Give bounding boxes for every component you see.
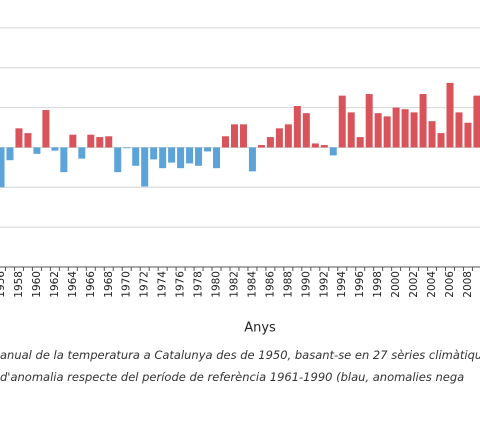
bar [15,128,23,148]
bar [78,147,86,159]
bar [195,147,203,166]
x-tick-label: 1962 [49,271,61,298]
bar [437,133,445,148]
x-tick-label: 1976 [175,271,187,298]
bar [356,137,364,148]
x-tick-label: 2002 [408,271,420,298]
bar [383,116,391,148]
x-tick-label: 2004 [426,271,438,298]
bar [284,124,292,148]
bar [24,133,32,148]
bar [150,147,158,160]
bar [392,107,400,148]
bar [69,134,77,148]
bar [222,136,229,148]
bar [213,147,221,169]
bar [302,113,310,148]
x-tick-label: 1978 [193,271,205,298]
bar [338,95,346,148]
x-tick-label: 2006 [444,271,456,298]
bar [60,147,68,173]
bar [105,136,113,148]
x-tick-label: 1982 [228,271,240,298]
x-tick-label: 1980 [211,271,223,298]
x-tick-label: 1968 [103,271,115,298]
bar [428,121,436,148]
x-tick-label: 1990 [300,271,312,298]
bar [347,112,355,148]
bar [6,147,14,161]
x-tick-label: 2008 [462,271,474,298]
bar [204,147,212,152]
x-tick-label: 1972 [139,271,151,298]
x-tick-label: 1958 [13,271,25,298]
bar [96,137,104,148]
x-tick-label: 1964 [67,271,79,298]
bar [230,124,238,148]
bar [446,82,454,148]
bar [168,147,176,163]
bar [159,147,167,169]
bar [275,128,283,148]
bar [464,122,472,148]
x-tick-label: 1956 [0,271,7,298]
bar [419,94,427,148]
bar [293,106,301,148]
x-tick-label: 1970 [121,271,133,298]
bar [51,147,59,151]
x-tick-label: 1974 [157,271,169,298]
caption: anual de la temperatura a Catalunya des … [0,348,480,362]
bar [257,145,265,148]
x-tick-label: 1960 [31,271,43,298]
bar [311,143,319,148]
bar [42,109,50,148]
bar [374,113,382,148]
bar [123,147,131,149]
bar [401,109,409,148]
bar [132,147,140,166]
bar [473,95,480,148]
bar [33,147,41,154]
bar [320,145,328,148]
x-axis-title: Anys [244,321,276,336]
x-tick-label: 2000 [390,271,402,298]
bar [141,147,149,187]
caption: d'anomalia respecte del període de refer… [0,370,465,384]
bar [248,147,256,172]
bar [365,94,373,148]
bar [87,134,95,148]
x-tick-label: 1984 [246,271,258,298]
x-tick-label: 1998 [372,271,384,298]
x-tick-label: 1996 [354,271,366,298]
x-tick-label: 1986 [264,271,276,298]
bar [410,112,418,148]
x-tick-label: 1966 [85,271,97,298]
bar [177,147,185,169]
bar [239,124,247,148]
bar [186,147,194,164]
bar [114,147,122,173]
x-tick-label: 1994 [336,271,348,298]
bar [266,137,274,148]
bar [0,147,5,188]
x-tick-label: 1992 [318,271,330,298]
bar [455,112,463,148]
bar [329,147,337,156]
x-tick-label: 1988 [282,271,294,298]
